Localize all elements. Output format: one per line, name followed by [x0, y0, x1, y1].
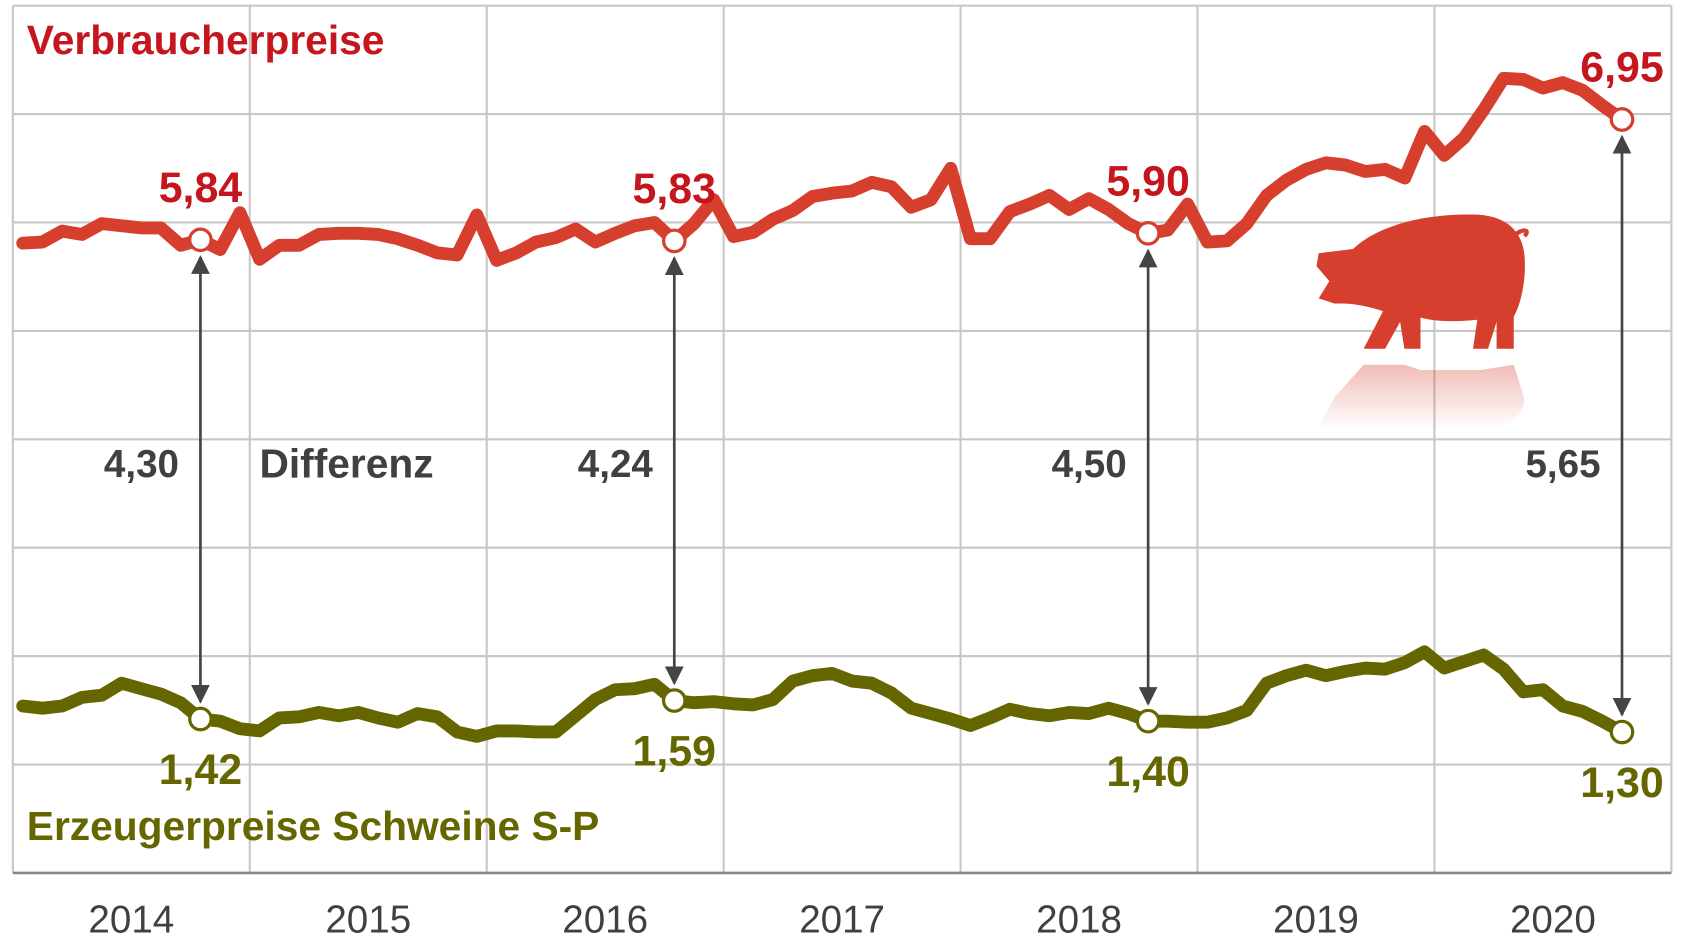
point-marker — [1609, 719, 1635, 745]
data-label: 5,90 — [1106, 157, 1189, 205]
point-marker — [188, 227, 213, 253]
difference-label: 5,65 — [1525, 443, 1600, 486]
data-label: 5,83 — [633, 165, 716, 213]
pig-icon — [1316, 214, 1529, 430]
difference-label: 4,50 — [1052, 443, 1127, 486]
data-label: 5,84 — [159, 164, 243, 212]
series-line — [16, 645, 1629, 743]
annotation: Differenz — [259, 440, 433, 486]
x-tick-label: 2020 — [1510, 898, 1596, 941]
x-tick-label: 2016 — [562, 898, 648, 941]
point-marker — [661, 688, 687, 713]
series-title: Erzeugerpreise Schweine S-P — [27, 803, 600, 849]
x-tick-label: 2014 — [88, 898, 174, 941]
difference-label: 4,30 — [104, 443, 179, 486]
data-label: 1,40 — [1106, 748, 1189, 796]
x-tick-label: 2018 — [1036, 898, 1122, 941]
data-label: 1,30 — [1580, 759, 1663, 807]
x-tick-label: 2017 — [799, 898, 885, 941]
x-tick-label: 2015 — [325, 898, 411, 941]
x-tick-label: 2019 — [1273, 898, 1359, 941]
point-marker — [1135, 220, 1161, 246]
data-label: 1,59 — [633, 728, 716, 776]
point-marker — [1135, 708, 1161, 734]
data-label: 6,95 — [1580, 43, 1663, 91]
point-marker — [188, 706, 213, 732]
series-title: Verbraucherpreise — [27, 17, 385, 63]
series-line — [16, 71, 1629, 267]
data-label: 1,42 — [159, 746, 242, 794]
point-marker — [661, 228, 687, 254]
point-marker — [1609, 107, 1635, 132]
difference-label: 4,24 — [578, 443, 654, 486]
